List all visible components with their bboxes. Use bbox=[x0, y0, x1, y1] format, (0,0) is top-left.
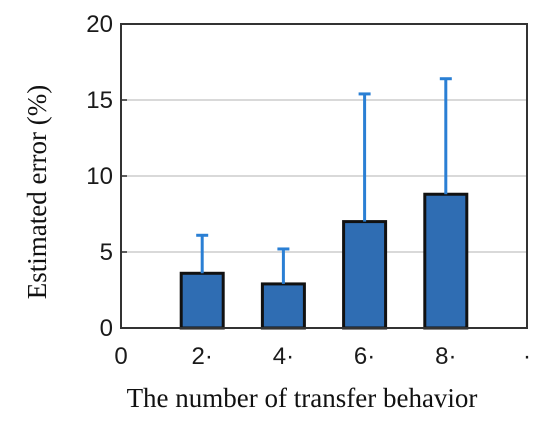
bars bbox=[179, 192, 469, 330]
y-tick-label: 15 bbox=[86, 87, 113, 114]
y-tick-label: 0 bbox=[100, 315, 113, 342]
x-axis-label: The number of transfer behavior bbox=[127, 383, 478, 413]
x-tick-label: 0 bbox=[114, 343, 127, 370]
bar bbox=[260, 282, 306, 330]
x-tick-label: 6· bbox=[354, 343, 375, 370]
x-tick-label: 8· bbox=[435, 343, 456, 370]
x-tick-label: 2· bbox=[192, 343, 213, 370]
bar bbox=[342, 220, 388, 330]
bar bbox=[423, 192, 469, 330]
y-tick-label: 10 bbox=[86, 163, 113, 190]
y-tick-labels: 0 5 10 15 20 bbox=[86, 11, 127, 342]
x-tick-label: 4· bbox=[273, 343, 294, 370]
error-bars bbox=[196, 77, 452, 284]
bar bbox=[179, 271, 225, 330]
y-axis-label: Estimated error (%) bbox=[22, 85, 52, 299]
x-tick-label: · bbox=[523, 343, 531, 370]
y-tick-label: 5 bbox=[100, 239, 113, 266]
y-tick-label: 20 bbox=[86, 11, 113, 38]
x-tick-labels: 0 2· 4· 6· 8· · bbox=[114, 343, 531, 370]
